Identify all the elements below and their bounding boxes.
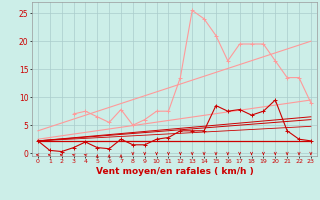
X-axis label: Vent moyen/en rafales ( km/h ): Vent moyen/en rafales ( km/h ) <box>96 167 253 176</box>
